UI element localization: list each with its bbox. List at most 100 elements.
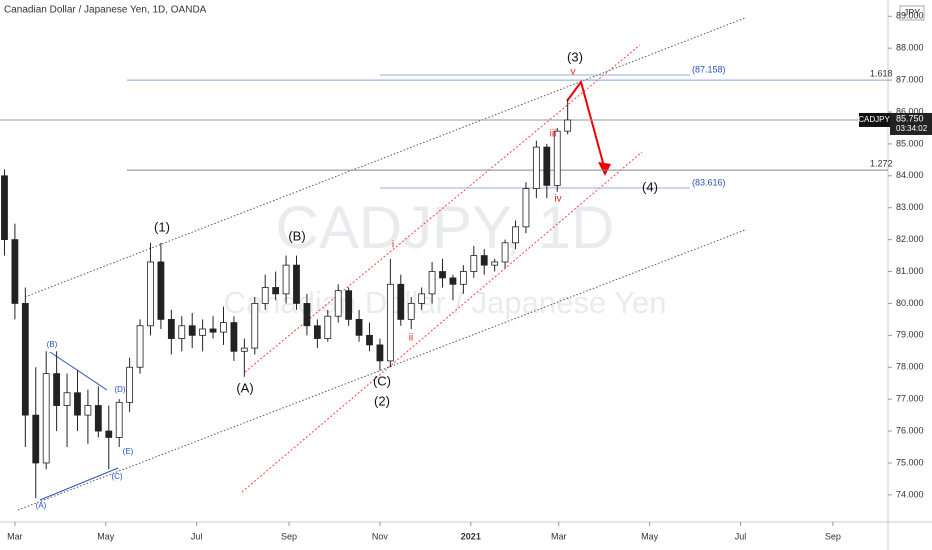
candle-body: [532, 146, 540, 189]
y-tick-label: 88.000: [896, 43, 924, 53]
price-tag-value: 85.750: [896, 113, 924, 123]
y-tick-label: 77.000: [896, 394, 924, 404]
y-tick-label: 84.000: [896, 170, 924, 180]
wave-label: (4): [642, 179, 658, 194]
candle-body: [126, 366, 134, 403]
candle-body: [345, 290, 353, 320]
target-label: (83.616): [692, 177, 726, 187]
candle-body: [512, 226, 519, 244]
x-tick-label: Jul: [191, 531, 203, 541]
candle-body: [313, 325, 321, 339]
candle-body: [74, 392, 81, 416]
candle-body: [334, 290, 342, 317]
candle-body: [105, 430, 113, 438]
candle-body: [21, 303, 29, 416]
candle-body: [293, 264, 300, 304]
wave-label: (1): [154, 219, 170, 234]
watermark-subtitle: Canadian Dollar / Japanese Yen: [224, 285, 667, 320]
candle-body: [94, 405, 102, 432]
candle-body: [376, 344, 384, 362]
channel-line: [24, 17, 746, 298]
candle-body: [501, 242, 509, 263]
y-tick-label: 78.000: [896, 362, 924, 372]
wave-label-minor: v: [571, 67, 576, 78]
y-tick-label: 82.000: [896, 234, 924, 244]
y-tick-label: 87.000: [896, 74, 924, 84]
wave-label-triangle: (A): [36, 501, 47, 510]
y-tick-label: 83.000: [896, 202, 924, 212]
y-tick-label: 80.000: [896, 298, 924, 308]
arrow-head: [598, 162, 611, 176]
y-tick-label: 79.000: [896, 330, 924, 340]
candle-body: [439, 271, 446, 279]
watermark: CADJPY, 1D: [275, 194, 614, 261]
candle-body: [407, 303, 415, 320]
y-tick-label: 76.000: [896, 425, 924, 435]
y-tick-label: 81.000: [896, 266, 924, 276]
channel-line: [241, 151, 643, 493]
candle-body: [470, 255, 478, 272]
candle-body: [157, 261, 165, 320]
y-tick-label: 74.000: [896, 489, 924, 499]
channel-line: [17, 229, 746, 511]
candle-body: [220, 322, 227, 333]
wave-label-minor: iv: [554, 194, 561, 205]
plot: CADJPY, 1D Canadian Dollar / Japanese Ye…: [17, 17, 746, 511]
candle-body: [428, 271, 436, 295]
candle-body: [491, 261, 499, 266]
candle-body: [355, 318, 363, 336]
wave-label-minor: i: [392, 240, 394, 251]
y-tick-label: 86.000: [896, 106, 924, 116]
y-tick-label: 75.000: [896, 457, 924, 467]
candle-body: [564, 119, 572, 132]
currency[interactable]: JPY: [904, 7, 921, 17]
candle-body: [397, 283, 405, 320]
candle-body: [366, 334, 373, 346]
candle-body: [261, 287, 269, 304]
candle-body: [282, 264, 290, 295]
candle-body: [63, 392, 71, 406]
price-tag-symbol: CADJPY: [858, 115, 890, 124]
wave-label-triangle: (B): [47, 340, 58, 349]
candle-body: [543, 146, 551, 186]
candle-body: [1, 175, 8, 241]
chart-title: Canadian Dollar / Japanese Yen, 1D, OAND…: [4, 5, 207, 16]
candle-body: [199, 328, 207, 336]
candle-body: [53, 373, 61, 406]
candle-body: [147, 261, 154, 327]
projection-arrow: [566, 79, 606, 171]
price-tag: [890, 112, 932, 135]
candle-body: [115, 401, 123, 438]
candle-body: [303, 303, 311, 327]
price-tag: [859, 112, 890, 127]
target-label: (87.158): [692, 64, 726, 74]
candle-body: [188, 325, 196, 336]
candle-body: [136, 325, 144, 368]
candle-body: [480, 255, 488, 266]
candle-body: [459, 271, 467, 285]
wave-label-triangle: (C): [111, 472, 122, 481]
wave-label-minor: ii: [409, 333, 413, 344]
fib-label: 1.618: [870, 68, 893, 78]
candle-body: [240, 347, 248, 352]
x-tick-label: Mar: [7, 531, 23, 541]
wave-label: (C): [373, 373, 391, 388]
x-tick-label: 2021: [461, 531, 481, 541]
candle-body: [324, 315, 332, 339]
wave-label: (2): [374, 393, 390, 408]
wave-label: (B): [288, 228, 305, 243]
wave-label-triangle: (E): [123, 447, 134, 456]
currency-box[interactable]: [899, 5, 925, 21]
candle-body: [522, 188, 530, 228]
price-tag-countdown: 03:34:02: [896, 124, 928, 133]
x-tick-label: May: [97, 531, 115, 541]
candle-body: [178, 325, 186, 339]
wave-label-triangle: (D): [114, 385, 125, 394]
candle-body: [32, 414, 40, 464]
x-tick-label: Sep: [281, 531, 297, 541]
candle-body: [449, 277, 457, 285]
y-tick-label: 89.000: [896, 11, 924, 21]
x-tick-label: May: [641, 531, 659, 541]
candle-body: [553, 130, 561, 186]
